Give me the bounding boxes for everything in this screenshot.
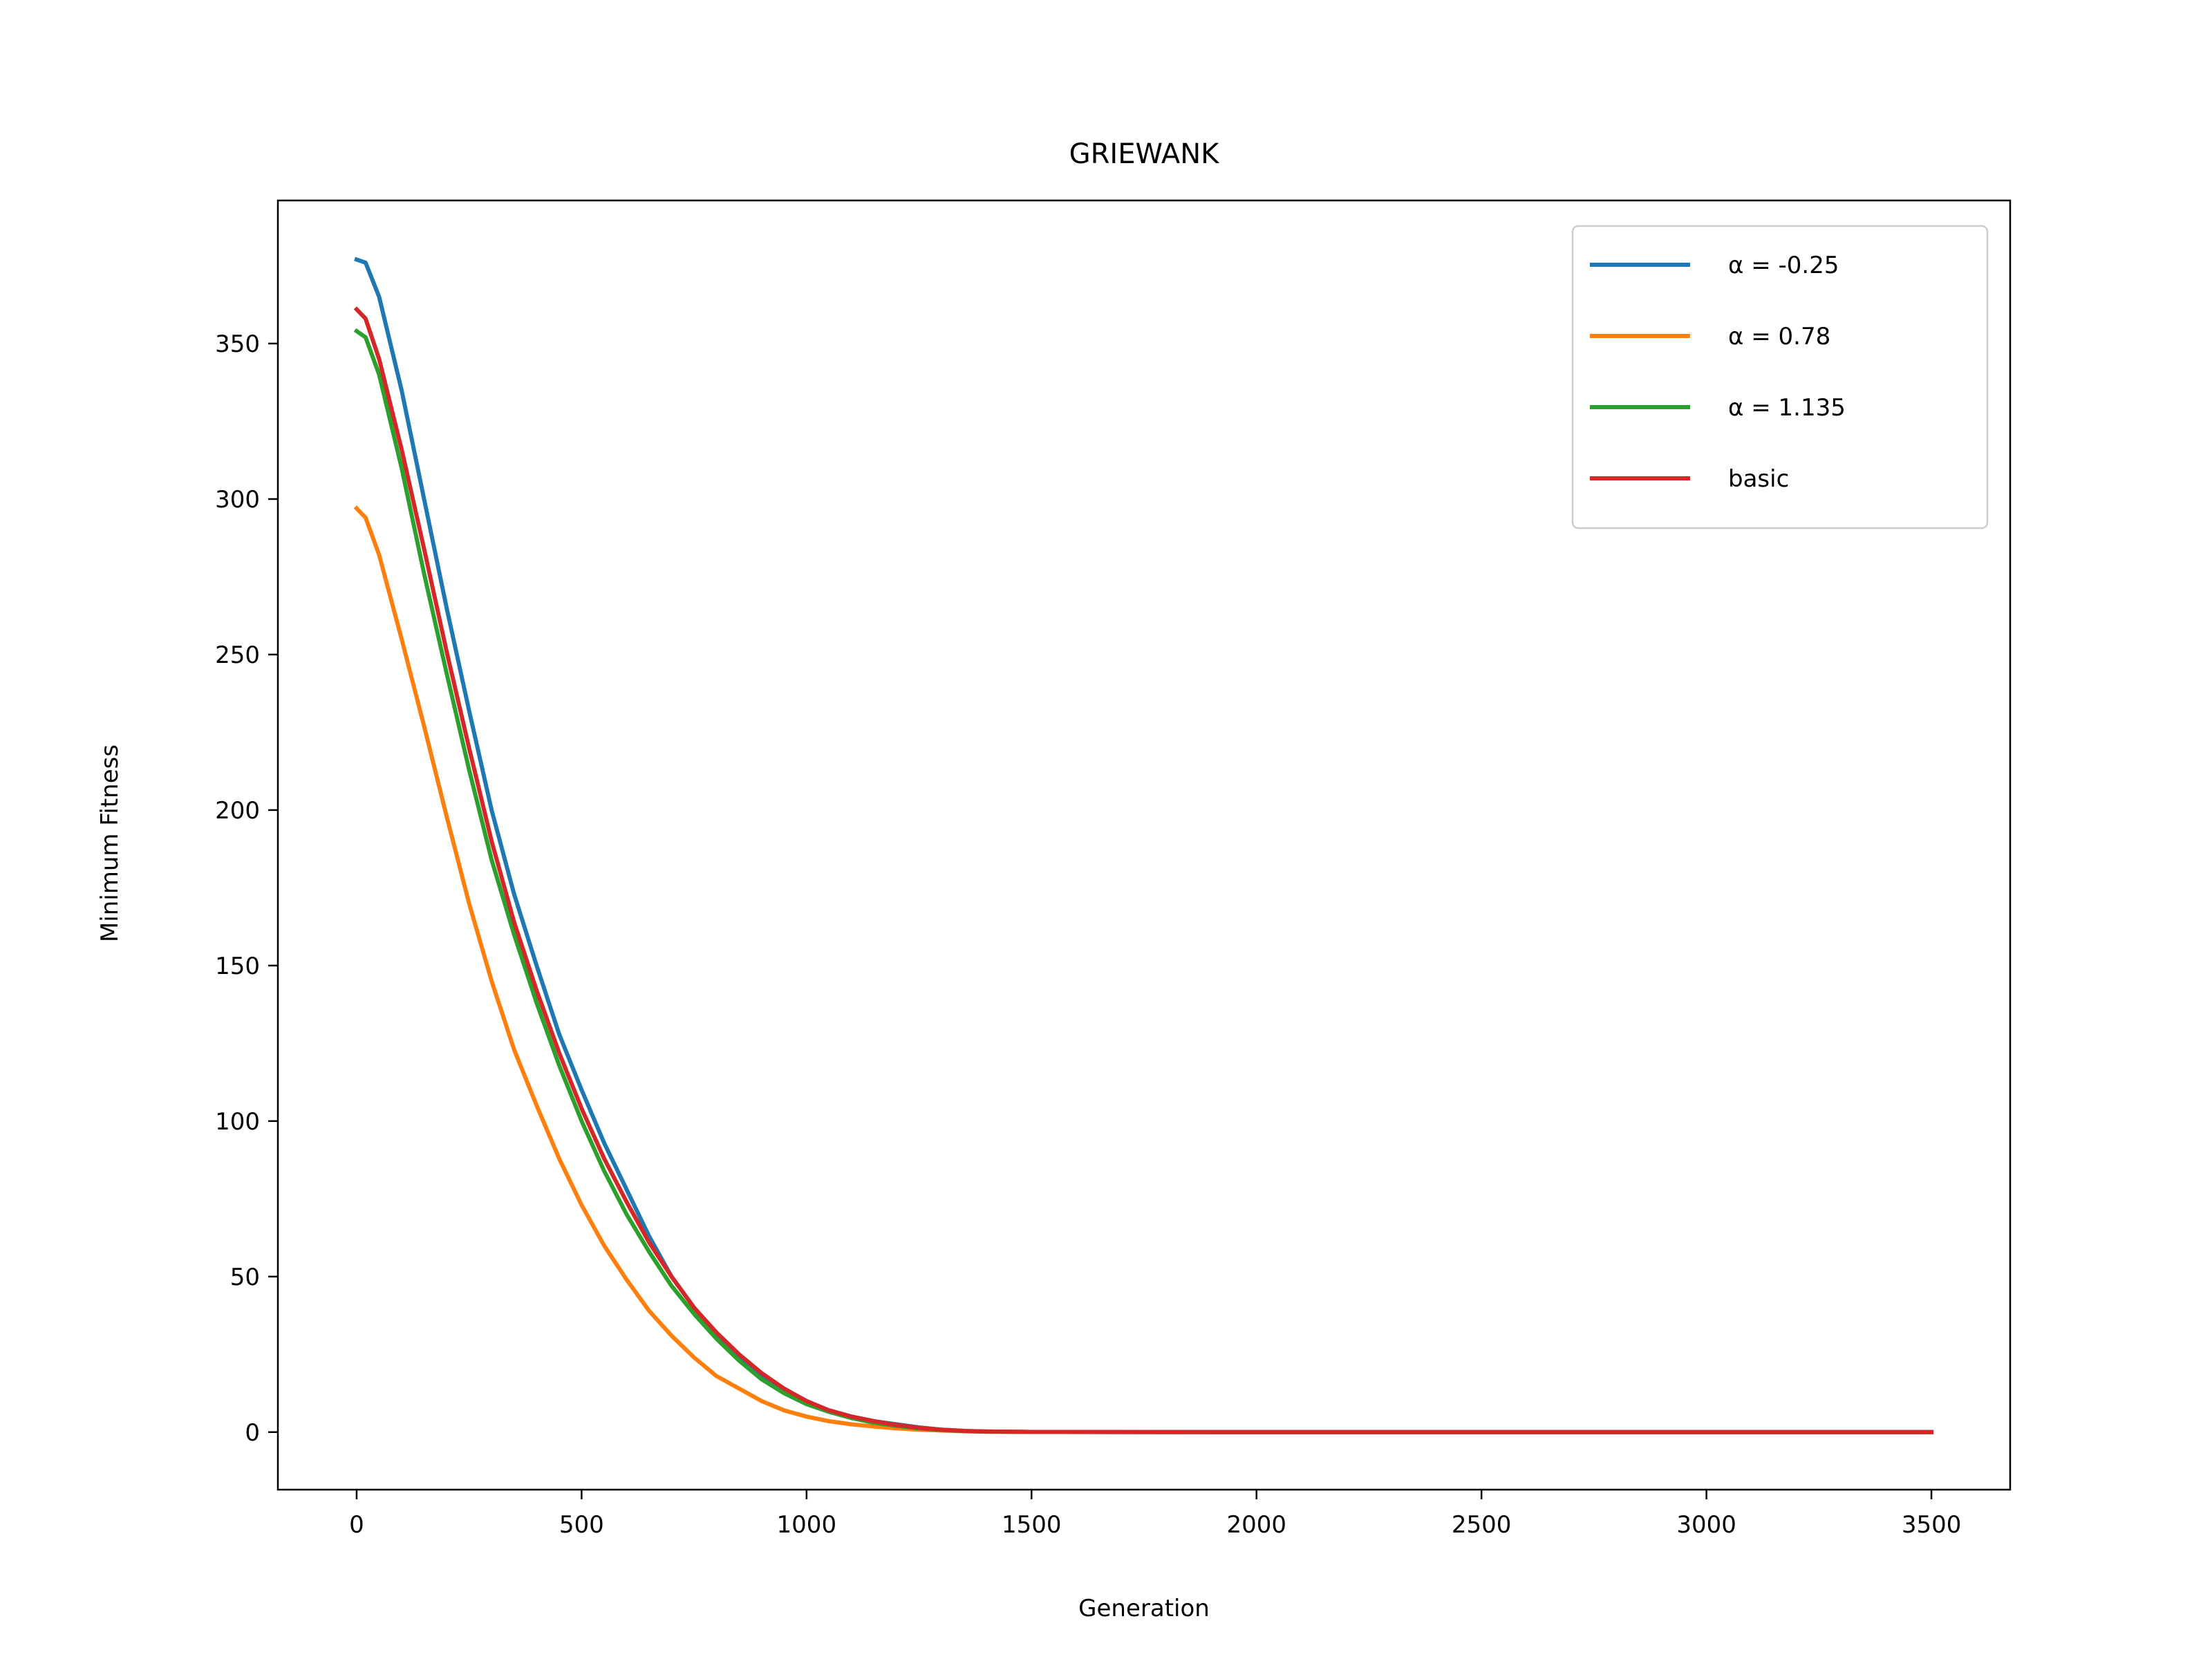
x-axis-label: Generation xyxy=(1078,1595,1210,1622)
x-tick-label: 0 xyxy=(349,1511,364,1539)
x-tick-label: 500 xyxy=(559,1511,604,1539)
series-layer xyxy=(353,256,1934,1434)
legend-label-0: α = -0.25 xyxy=(1728,252,1839,279)
y-tick-label: 350 xyxy=(215,330,260,358)
x-tick-label: 3000 xyxy=(1676,1511,1736,1539)
y-tick-label: 250 xyxy=(215,641,260,669)
y-tick-label: 0 xyxy=(245,1419,260,1447)
y-tick-label: 150 xyxy=(215,953,260,980)
legend-label-1: α = 0.78 xyxy=(1728,323,1830,350)
x-tick-label: 2000 xyxy=(1226,1511,1286,1539)
y-tick-label: 100 xyxy=(215,1108,260,1136)
y-tick-label: 300 xyxy=(215,486,260,514)
y-tick-label: 200 xyxy=(215,797,260,825)
y-axis-label: Minimum Fitness xyxy=(96,744,124,942)
x-tick-label: 2500 xyxy=(1452,1511,1512,1539)
series-line-3 xyxy=(353,306,1934,1434)
legend-label-3: basic xyxy=(1728,465,1789,493)
x-tick-label: 1500 xyxy=(1002,1511,1062,1539)
chart-title: GRIEWANK xyxy=(1069,138,1221,170)
legend-box xyxy=(1571,225,1989,529)
x-tick-label: 3500 xyxy=(1902,1511,1962,1539)
x-axis: 0 500 1000 1500 2000 2500 3000 3500 xyxy=(349,1490,1961,1539)
y-tick-label: 50 xyxy=(230,1264,260,1291)
legend: α = -0.25 α = 0.78 α = 1.135 basic xyxy=(1571,225,1989,529)
plot-area-frame xyxy=(276,199,2012,1491)
y-axis: 0 50 100 150 200 250 300 350 xyxy=(215,330,278,1447)
legend-label-2: α = 1.135 xyxy=(1728,394,1846,422)
x-tick-label: 1000 xyxy=(777,1511,837,1539)
